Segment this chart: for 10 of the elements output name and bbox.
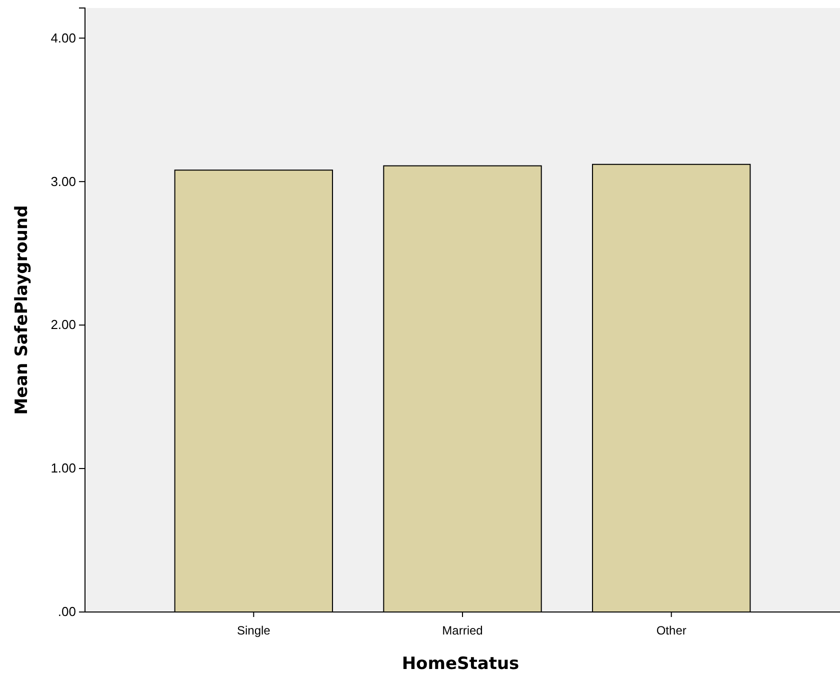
y-tick-label: 4.00 <box>50 30 76 46</box>
y-axis-title: Mean SafePlayground <box>12 205 32 415</box>
y-tick-label: 3.00 <box>50 174 76 189</box>
x-tick-label: Single <box>236 623 271 638</box>
x-axis-title: HomeStatus <box>402 654 520 674</box>
y-tick-label: .00 <box>58 604 76 620</box>
x-tick-label: Other <box>656 623 686 638</box>
y-tick-label: 1.00 <box>50 460 76 476</box>
y-tick-label: 2.00 <box>50 317 76 332</box>
x-tick-label: Married <box>442 623 483 638</box>
